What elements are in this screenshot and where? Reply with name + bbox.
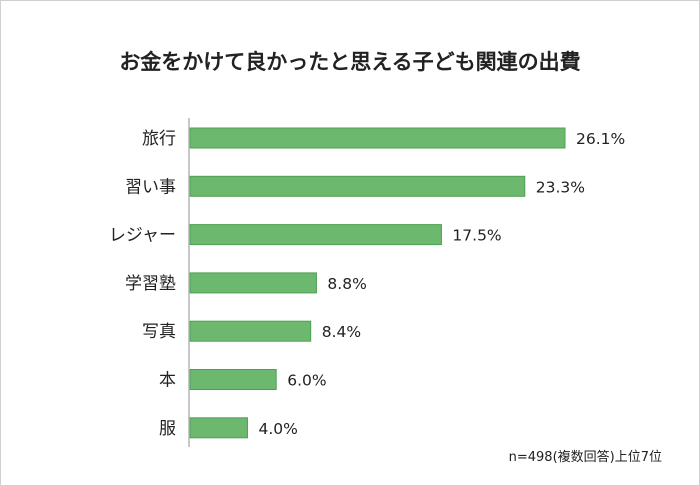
- bar: [189, 320, 312, 342]
- data-label: 17.5%: [452, 227, 501, 245]
- category-label: 習い事: [125, 177, 176, 197]
- category-label: 学習塾: [125, 273, 176, 294]
- data-label: 4.0%: [258, 420, 297, 438]
- data-label: 6.0%: [287, 372, 326, 390]
- data-label: 8.8%: [327, 275, 366, 293]
- data-label: 23.3%: [536, 178, 585, 196]
- bar: [189, 175, 526, 197]
- bar: [189, 369, 277, 390]
- category-label: 写真: [142, 322, 176, 342]
- category-label: 服: [159, 419, 176, 439]
- bar: [189, 272, 317, 294]
- chart-note: n=498(複数回答)上位7位: [508, 450, 662, 465]
- category-label: 本: [159, 371, 176, 391]
- bar: [189, 127, 566, 149]
- data-label: 26.1%: [576, 130, 625, 148]
- bar: [189, 417, 248, 439]
- bar: [189, 224, 442, 246]
- data-label: 8.4%: [322, 323, 361, 341]
- chart-title: お金をかけて良かったと思える子ども関連の出費: [119, 50, 581, 74]
- category-label: 旅行: [142, 129, 176, 149]
- category-label: レジャー: [109, 226, 176, 246]
